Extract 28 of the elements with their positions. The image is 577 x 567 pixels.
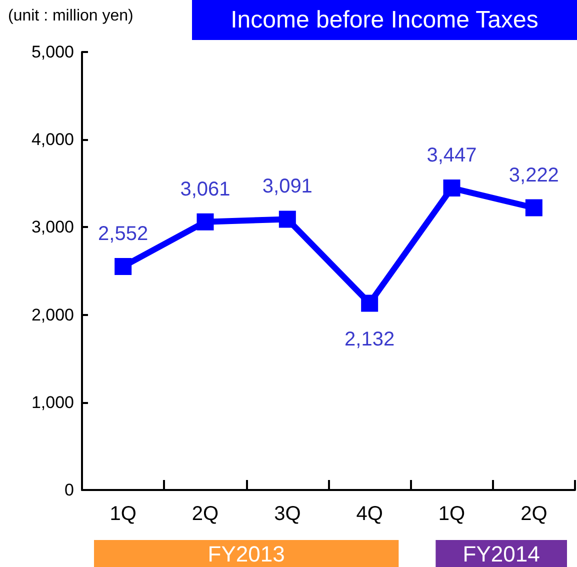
x-tick-label: 1Q [438, 503, 466, 525]
y-tick-label: 5,000 [31, 42, 74, 62]
x-tick-label: 3Q [274, 503, 301, 525]
y-tick-label: 4,000 [31, 130, 74, 150]
y-tick-label: 2,000 [31, 305, 74, 324]
point [525, 199, 542, 216]
x-tick-label: 1Q [110, 503, 136, 525]
point [443, 180, 460, 197]
y-tick-label: 1,000 [31, 392, 74, 412]
x-tick-label: 2Q [520, 503, 548, 525]
y-tick-label: 3,000 [31, 218, 74, 237]
x-tick-label: 4Q [356, 503, 383, 525]
point [114, 258, 132, 275]
data-label: 3,061 [180, 178, 230, 200]
y-tick-label: 0 [64, 480, 74, 500]
text: FY2014 [462, 542, 540, 566]
x-tick-label: 2Q [192, 503, 219, 525]
data-label: 2,552 [98, 222, 148, 245]
point [196, 213, 214, 230]
data-label: 2,132 [344, 328, 395, 351]
point [278, 210, 296, 228]
data-label: 3,091 [262, 176, 312, 198]
chart-title: Income before Income Taxes [230, 6, 538, 34]
data-label: 3,447 [426, 144, 477, 167]
text: FY2013 [208, 542, 285, 566]
data-label: 3,222 [508, 164, 559, 186]
point [361, 294, 378, 312]
text: (unit : million yen) [8, 8, 134, 24]
